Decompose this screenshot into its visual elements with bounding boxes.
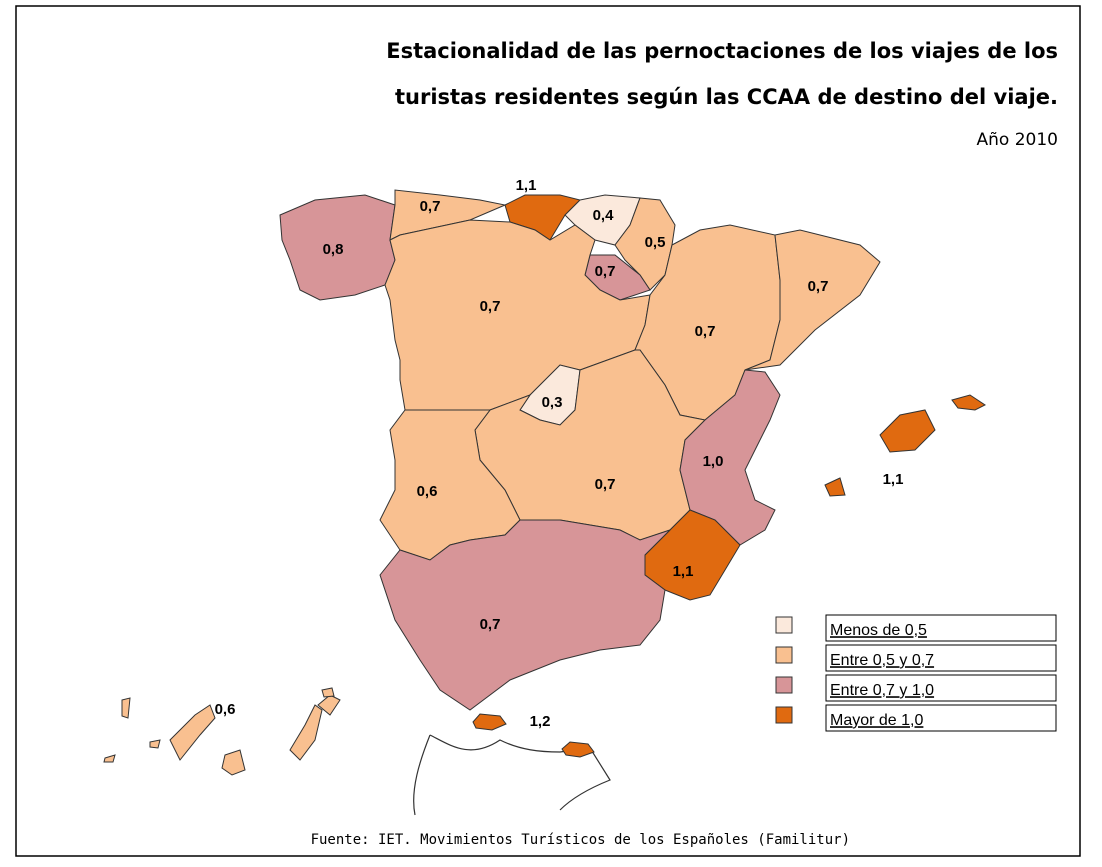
region-shape (951, 394, 986, 411)
subtitle: Año 2010 (977, 130, 1058, 150)
legend-box (825, 704, 1057, 732)
region-label: 1,1 (883, 471, 904, 488)
region-label: 0,7 (420, 198, 441, 215)
region-label: 0,7 (595, 263, 616, 280)
region-label: 0,6 (417, 483, 438, 500)
region-shape (472, 713, 507, 731)
region-label: 1,1 (673, 563, 694, 580)
region-label: 0,5 (645, 234, 666, 251)
region-shape (561, 741, 595, 758)
region-shape (221, 749, 246, 776)
legend-swatch (775, 676, 793, 694)
legend-label: Mayor de 1,0 (830, 712, 923, 729)
region-label: 1,1 (516, 177, 537, 194)
region-label: 0,4 (593, 207, 615, 224)
region-label: 0,7 (595, 476, 616, 493)
coastline (413, 734, 611, 816)
region-shape (289, 704, 323, 761)
region-label: 0,7 (480, 298, 501, 315)
region-shape (321, 687, 335, 698)
legend-swatch (775, 646, 793, 664)
region-shape (121, 697, 131, 719)
legend-label: Menos de 0,5 (830, 622, 927, 639)
legend-swatch (775, 616, 793, 634)
region-shape (679, 369, 781, 546)
legend-box (825, 614, 1057, 642)
region-shape (379, 519, 671, 711)
region-label: 0,7 (695, 323, 716, 340)
legend-label: Entre 0,7 y 1,0 (830, 682, 934, 699)
region-label: 0,7 (808, 278, 829, 295)
title-line: Estacionalidad de las pernoctaciones de … (386, 39, 1058, 63)
legend-box (825, 644, 1057, 672)
title-line: turistas residentes según las CCAA de de… (395, 85, 1058, 109)
region-shape (824, 477, 846, 497)
source: Fuente: IET. Movimientos Turísticos de l… (311, 832, 850, 848)
region-label: 0,8 (323, 241, 344, 258)
region-shape (103, 754, 116, 763)
legend-box (825, 674, 1057, 702)
region-shape (149, 739, 161, 749)
region-label: 0,6 (215, 701, 236, 718)
region-shape (317, 694, 341, 716)
region-label: 0,3 (542, 394, 563, 411)
region-label: 1,2 (530, 713, 551, 730)
region-label: 0,7 (480, 616, 501, 633)
region-shape (879, 409, 936, 453)
region-label: 1,0 (703, 453, 724, 470)
legend-swatch (775, 706, 793, 724)
legend-label: Entre 0,5 y 0,7 (830, 652, 934, 669)
region-shape (744, 229, 881, 371)
region-shape (169, 704, 216, 761)
